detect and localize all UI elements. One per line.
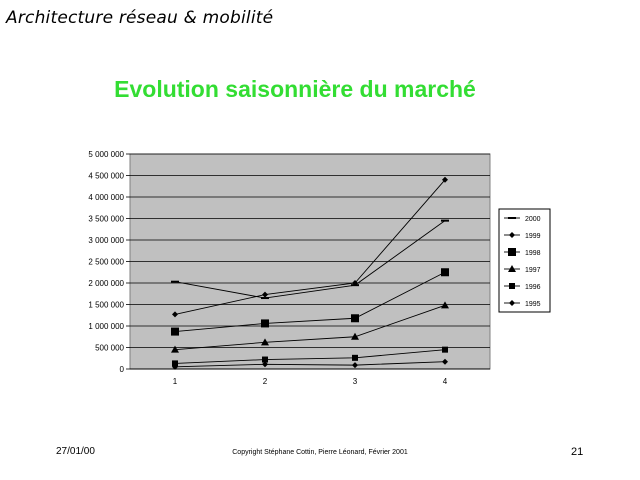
- legend-label: 1997: [525, 267, 541, 274]
- legend-marker: [508, 217, 516, 219]
- series-line-1995: [174, 361, 446, 368]
- data-point-2000: [171, 280, 179, 283]
- y-tick-label: 5 000 000: [88, 150, 124, 159]
- data-point-1995: [172, 363, 178, 370]
- legend-label: 2000: [525, 216, 541, 223]
- data-point-1999: [352, 280, 358, 286]
- data-point-1998: [171, 327, 179, 336]
- data-point-1996: [172, 360, 178, 367]
- series-line-1999: [174, 179, 446, 315]
- data-point-1998: [261, 319, 269, 328]
- data-point-1997: [261, 338, 269, 346]
- data-point-1997: [171, 345, 179, 353]
- slide-header-title: Architecture réseau & mobilité: [6, 8, 274, 28]
- data-point-2000: [441, 219, 449, 222]
- y-tick-label: 3 000 000: [88, 236, 124, 245]
- data-point-1996: [352, 354, 358, 361]
- data-point-1995: [262, 361, 268, 368]
- legend-label: 1999: [525, 233, 541, 240]
- y-tick-label: 4 500 000: [88, 172, 124, 181]
- y-tick-label: 3 500 000: [88, 215, 124, 224]
- footer-copyright: Copyright Stéphane Cottin, Pierre Léonar…: [232, 449, 408, 456]
- data-point-1999: [262, 291, 268, 298]
- data-point-1996: [442, 346, 448, 353]
- y-tick-label: 1 500 000: [88, 301, 124, 310]
- y-tick-label: 2 000 000: [88, 279, 124, 288]
- data-point-1998: [441, 268, 449, 277]
- legend-marker: [508, 248, 516, 256]
- x-tick-label: 1: [173, 377, 178, 386]
- data-point-1999: [442, 176, 448, 183]
- y-tick-label: 500 000: [95, 344, 124, 353]
- y-tick-label: 4 000 000: [88, 193, 124, 202]
- data-point-1995: [352, 362, 358, 369]
- footer-date: 27/01/00: [56, 446, 95, 457]
- x-tick-label: 3: [353, 377, 358, 386]
- legend-label: 1995: [525, 301, 541, 308]
- y-tick-label: 1 000 000: [88, 322, 124, 331]
- legend-marker: [508, 265, 516, 272]
- data-point-1997: [351, 332, 359, 340]
- data-point-2000: [261, 297, 269, 300]
- legend-label: 1996: [525, 284, 541, 291]
- data-point-1998: [351, 314, 359, 323]
- x-tick-label: 2: [263, 377, 268, 386]
- page-number: 21: [571, 446, 584, 458]
- y-tick-label: 2 500 000: [88, 258, 124, 267]
- legend-label: 1998: [525, 250, 541, 257]
- y-tick-label: 0: [120, 365, 125, 374]
- series-line-1997: [174, 304, 446, 351]
- chart-title: Evolution saisonnière du marché: [114, 76, 476, 102]
- series-line-2000: [174, 220, 446, 299]
- legend-marker: [509, 283, 515, 289]
- data-point-1996: [262, 356, 268, 363]
- data-point-1999: [172, 311, 178, 318]
- data-point-1995: [442, 358, 448, 365]
- series-line-1996: [174, 349, 446, 364]
- series-line-1998: [174, 271, 446, 333]
- legend-marker: [509, 300, 515, 306]
- x-tick-label: 4: [443, 377, 448, 386]
- legend-marker: [509, 232, 515, 238]
- data-point-1997: [441, 301, 449, 309]
- legend-box: [498, 208, 551, 313]
